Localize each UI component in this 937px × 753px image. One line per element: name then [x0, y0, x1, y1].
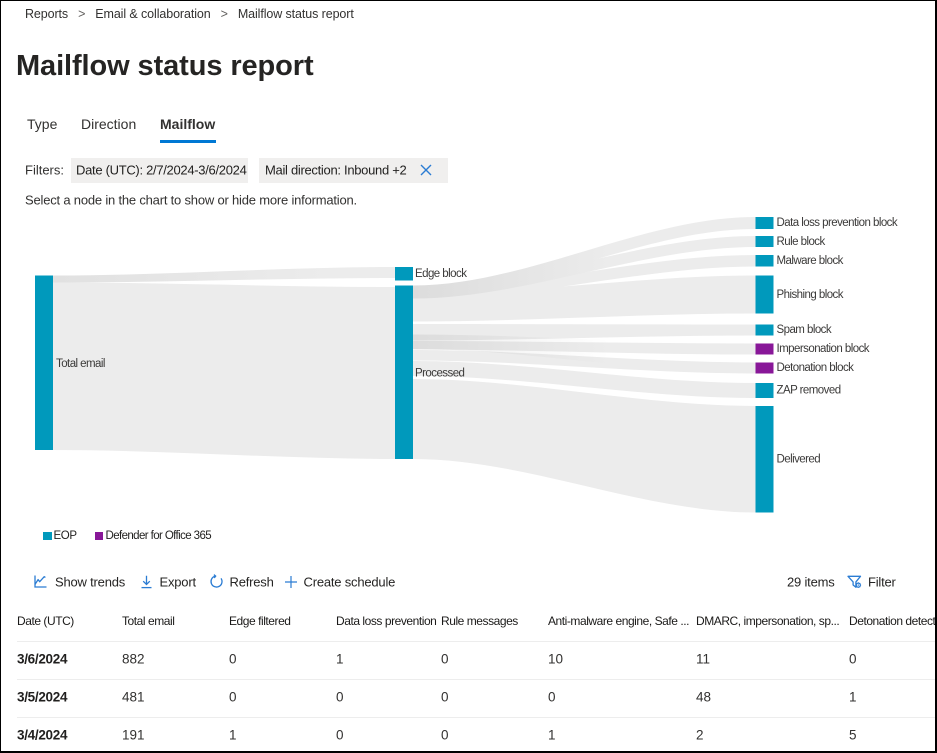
svg-text:Detonation block: Detonation block	[777, 362, 855, 374]
svg-text:ZAP removed: ZAP removed	[777, 385, 841, 397]
svg-text:Rule block: Rule block	[777, 236, 826, 248]
svg-text:Total email: Total email	[56, 358, 105, 370]
svg-text:Phishing block: Phishing block	[777, 289, 844, 301]
svg-text:Data loss prevention block: Data loss prevention block	[777, 217, 898, 229]
svg-text:Spam block: Spam block	[777, 324, 832, 336]
svg-text:Processed: Processed	[415, 368, 465, 380]
svg-text:Impersonation block: Impersonation block	[777, 343, 870, 355]
svg-text:Delivered: Delivered	[777, 454, 821, 466]
svg-text:Malware block: Malware block	[777, 255, 844, 267]
svg-text:Edge block: Edge block	[415, 268, 467, 280]
